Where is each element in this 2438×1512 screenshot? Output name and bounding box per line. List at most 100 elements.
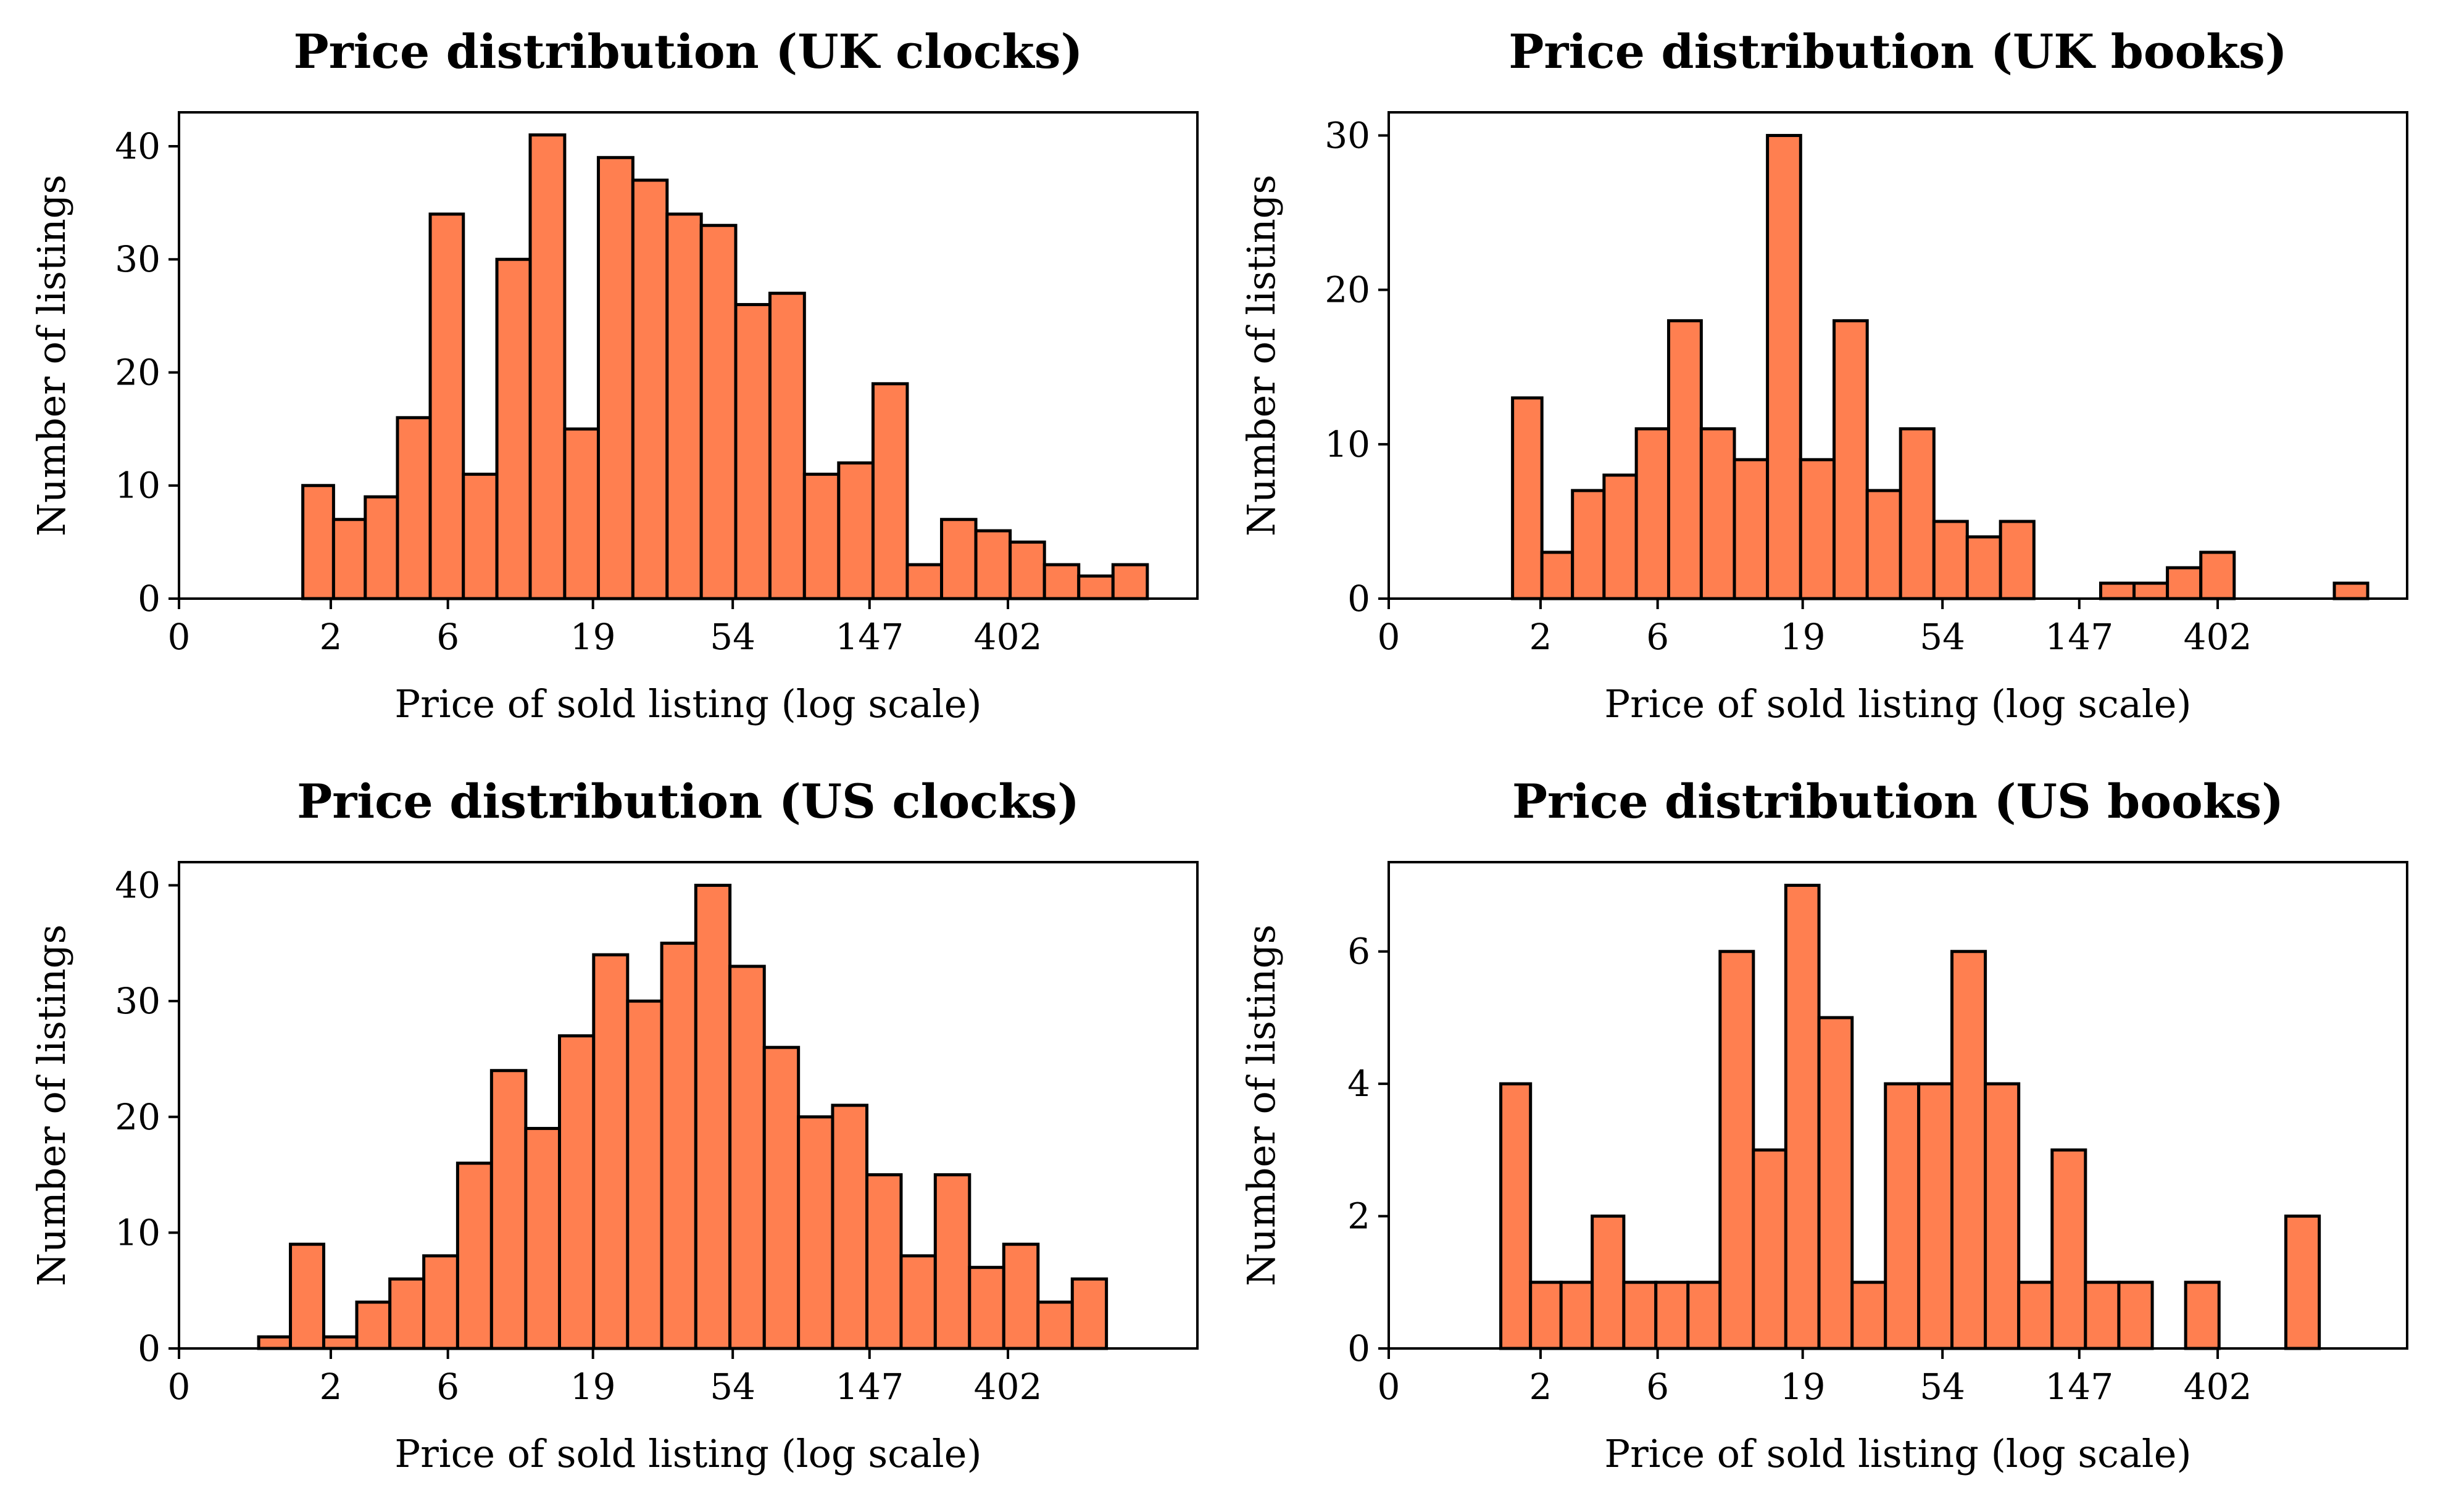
x-tick-label: 54 bbox=[1920, 616, 1965, 658]
histogram-bar bbox=[2199, 550, 2236, 600]
chart-title: Price distribution (UK clocks) bbox=[293, 24, 1083, 79]
chart-title: Price distribution (US clocks) bbox=[297, 774, 1080, 829]
histogram-bar bbox=[289, 1242, 325, 1350]
histogram-bar bbox=[802, 472, 841, 600]
x-tick-label: 2 bbox=[320, 1366, 343, 1408]
histogram-bar bbox=[694, 884, 732, 1350]
histogram-bar bbox=[2017, 1281, 2054, 1350]
x-tick-label: 0 bbox=[1378, 616, 1400, 658]
histogram-bar bbox=[1799, 458, 1836, 600]
histogram-bar bbox=[905, 563, 944, 600]
x-tick-label: 402 bbox=[974, 1366, 1042, 1408]
histogram-bar bbox=[1511, 396, 1544, 600]
histogram-bar bbox=[660, 941, 697, 1350]
x-tick-label: 19 bbox=[1780, 1366, 1826, 1408]
x-tick-label: 147 bbox=[835, 1366, 904, 1408]
histogram-bar bbox=[837, 461, 875, 600]
plot-frame bbox=[178, 861, 1199, 1350]
y-tick-label: 40 bbox=[115, 125, 160, 167]
histogram-bar bbox=[396, 416, 432, 600]
histogram-bar bbox=[1591, 1215, 1626, 1350]
histogram-bar bbox=[2050, 1148, 2087, 1350]
histogram-bar bbox=[768, 291, 806, 600]
x-tick-label: 6 bbox=[1646, 1366, 1669, 1408]
histogram-bar bbox=[1950, 950, 1987, 1350]
histogram-bar bbox=[388, 1277, 426, 1350]
histogram-bar bbox=[2117, 1281, 2154, 1350]
histogram-bar bbox=[524, 1127, 561, 1350]
histogram-bar bbox=[364, 495, 399, 600]
y-tick-label: 40 bbox=[115, 865, 160, 907]
y-axis-label: Number of listings bbox=[1239, 175, 1284, 536]
histogram-bar bbox=[1042, 563, 1081, 600]
histogram-bar bbox=[557, 1034, 596, 1350]
x-tick-label: 147 bbox=[2045, 1366, 2113, 1408]
y-axis-label: Number of listings bbox=[29, 175, 74, 536]
histogram-bar bbox=[301, 484, 335, 600]
histogram-bar bbox=[596, 156, 634, 600]
histogram-bar bbox=[1077, 574, 1115, 600]
plot-frame bbox=[1387, 111, 2408, 600]
x-tick-label: 2 bbox=[1529, 616, 1552, 658]
histogram-bar bbox=[1654, 1281, 1690, 1350]
histogram-bar bbox=[968, 1266, 1005, 1350]
x-tick-label: 2 bbox=[1529, 1366, 1552, 1408]
histogram-bar bbox=[1850, 1281, 1887, 1350]
histogram-bar bbox=[1899, 427, 1936, 600]
histogram-bar bbox=[1752, 1148, 1787, 1350]
histogram-bar bbox=[257, 1335, 293, 1350]
x-tick-label: 54 bbox=[710, 1366, 755, 1408]
histogram-bar bbox=[592, 953, 630, 1350]
histogram-bar bbox=[322, 1335, 359, 1350]
y-tick-label: 20 bbox=[115, 351, 160, 393]
histogram-bar bbox=[1559, 1281, 1594, 1350]
y-tick-label: 10 bbox=[1325, 423, 1370, 465]
histogram-bar bbox=[2332, 581, 2369, 600]
x-tick-label: 19 bbox=[1780, 616, 1826, 658]
histogram-bar bbox=[728, 965, 766, 1350]
chart-title: Price distribution (UK books) bbox=[1508, 24, 2287, 79]
histogram-bar bbox=[1602, 473, 1638, 600]
x-axis-label: Price of sold listing (log scale) bbox=[394, 1431, 981, 1476]
y-tick-label: 6 bbox=[1347, 931, 1370, 973]
x-tick-label: 402 bbox=[974, 616, 1042, 658]
histogram-bar bbox=[1817, 1016, 1854, 1350]
histogram-bar bbox=[940, 518, 978, 600]
histogram-bar bbox=[2166, 566, 2203, 600]
histogram-bar bbox=[797, 1115, 834, 1350]
x-tick-label: 6 bbox=[1646, 616, 1669, 658]
histogram-bar bbox=[1932, 520, 1969, 600]
y-tick-label: 30 bbox=[115, 980, 160, 1022]
histogram-bar bbox=[1718, 950, 1755, 1350]
y-tick-label: 2 bbox=[1347, 1195, 1370, 1237]
histogram-bar bbox=[489, 1069, 528, 1350]
histogram-bar bbox=[2132, 581, 2170, 600]
histogram-bar bbox=[1571, 489, 1606, 600]
histogram-bar bbox=[1699, 427, 1736, 600]
histogram-bar bbox=[626, 999, 664, 1350]
histogram-bar bbox=[422, 1254, 459, 1350]
x-tick-label: 402 bbox=[2184, 1366, 2252, 1408]
x-axis-label: Price of sold listing (log scale) bbox=[1604, 1431, 2191, 1476]
y-tick-label: 10 bbox=[115, 1211, 160, 1253]
y-tick-label: 30 bbox=[115, 238, 160, 280]
histogram-bar bbox=[734, 303, 772, 600]
x-tick-label: 147 bbox=[2045, 616, 2113, 658]
histogram-bar bbox=[1733, 458, 1770, 600]
histogram-bar bbox=[1833, 319, 1869, 600]
histogram-bar bbox=[462, 472, 499, 600]
histogram-bar bbox=[495, 257, 532, 600]
y-tick-label: 0 bbox=[138, 578, 160, 620]
plot-frame bbox=[1387, 861, 2408, 1350]
x-axis-label: Price of sold listing (log scale) bbox=[1604, 681, 2191, 726]
x-tick-label: 2 bbox=[320, 616, 343, 658]
x-tick-label: 402 bbox=[2184, 616, 2252, 658]
histogram-bar bbox=[2099, 581, 2136, 600]
histogram-bar bbox=[1634, 427, 1670, 600]
histogram-bar bbox=[1865, 489, 1902, 600]
histogram-bar bbox=[899, 1254, 937, 1350]
y-tick-label: 0 bbox=[138, 1327, 160, 1369]
y-tick-label: 0 bbox=[1347, 1327, 1370, 1369]
histogram-bar bbox=[631, 178, 669, 600]
